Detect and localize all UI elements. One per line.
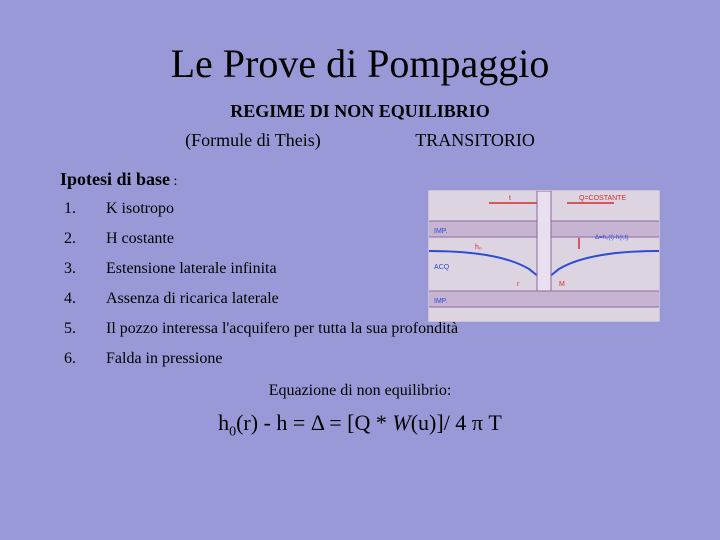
sketch-label-t: t [509,195,511,202]
sketch-label-acq: ACQ [434,264,450,271]
sketch-label-q: Q=COSTANTE [579,195,626,202]
formule-right: TRANSITORIO [415,130,535,151]
ipotesi-item-number: 3. [60,254,102,284]
ipotesi-item-number: 6. [60,344,102,374]
ipotesi-colon: : [170,174,177,189]
sketch-label-ho: h₀ [475,244,482,251]
ipotesi-item: 6.Falda in pressione [60,344,660,374]
sketch-label-imp-top: IMP. [434,228,448,235]
eq-mid3: (u)]/ 4 [411,410,472,435]
eq-T: T [483,410,502,435]
ipotesi-text: Ipotesi di base [60,169,170,189]
ipotesi-label: Ipotesi di base : [60,169,660,190]
slide-title: Le Prove di Pompaggio [60,40,660,87]
eq-mid2: = [Q * [324,410,393,435]
sketch-label-imp-bot: IMP. [434,298,448,305]
slide: Le Prove di Pompaggio REGIME DI NON EQUI… [0,0,720,540]
equation: h0(r) - h = Δ = [Q * W(u)]/ 4 π T [60,410,660,440]
ipotesi-item-number: 1. [60,194,102,224]
ipotesi-item-number: 5. [60,314,102,344]
ipotesi-item-number: 2. [60,224,102,254]
ipotesi-item-text: Falda in pressione [102,344,660,374]
eq-mid1: (r) - h = [236,410,311,435]
eq-h: h [218,410,229,435]
sketch-label-delta: Δ=h₀(t)-h(r,t) [595,235,628,241]
eq-pi: π [472,410,483,435]
aquifer-sketch: IMP. ACQ IMP. t Q=COSTANTE h₀ M r Δ=h₀(t… [428,190,660,322]
slide-subtitle: REGIME DI NON EQUILIBRIO [60,101,660,122]
eq-delta: Δ [311,410,324,435]
equation-label: Equazione di non equilibrio: [60,382,660,400]
eq-W: W [392,410,410,435]
formule-left: (Formule di Theis) [185,130,321,151]
formule-row: (Formule di Theis) TRANSITORIO [60,130,660,151]
sketch-label-M: M [559,281,565,288]
ipotesi-item-number: 4. [60,284,102,314]
sketch-label-r: r [517,281,520,288]
